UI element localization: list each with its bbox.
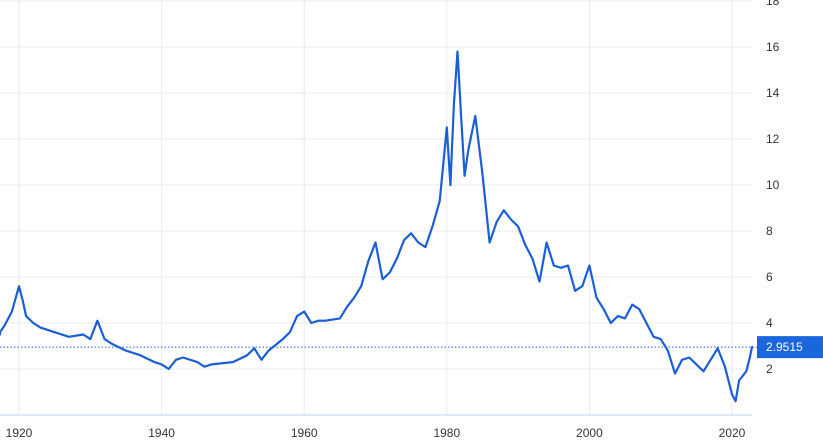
x-tick-label: 1960 <box>291 426 318 440</box>
y-tick-label: 16 <box>766 40 780 54</box>
x-tick-label: 1980 <box>433 426 460 440</box>
grid <box>0 0 752 415</box>
y-tick-label: 18 <box>766 0 780 8</box>
x-tick-label: 2020 <box>719 426 746 440</box>
series-line <box>0 50 754 403</box>
last-value-badge: 2.9515 <box>757 336 823 359</box>
y-tick-label: 14 <box>766 86 780 100</box>
y-axis-ticks: 2 4 6 8 10 12 14 16 18 <box>766 0 780 376</box>
y-tick-label: 4 <box>766 316 773 330</box>
y-tick-label: 8 <box>766 224 773 238</box>
last-value-label: 2.9515 <box>766 340 803 354</box>
y-tick-label: 10 <box>766 178 780 192</box>
last-value-background <box>757 336 823 359</box>
x-tick-label: 2000 <box>576 426 603 440</box>
y-tick-label: 12 <box>766 132 780 146</box>
x-tick-label: 1920 <box>6 426 33 440</box>
x-tick-label: 1940 <box>148 426 175 440</box>
y-tick-label: 6 <box>766 270 773 284</box>
y-tick-label: 2 <box>766 362 773 376</box>
x-axis-ticks: 1920 1940 1960 1980 2000 2020 <box>6 426 746 440</box>
